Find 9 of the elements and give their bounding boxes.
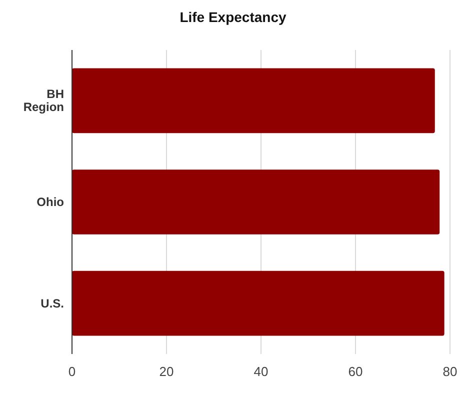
x-tick-label: 60 [348, 364, 363, 379]
x-tick-label: 40 [254, 364, 268, 379]
x-tick-label: 0 [68, 364, 76, 379]
chart-title: Life Expectancy [180, 9, 287, 25]
y-tick-label: Ohio [36, 195, 64, 209]
y-tick-label: BH Region [23, 87, 64, 114]
x-tick-label: 80 [442, 364, 458, 379]
x-tick-label: 20 [159, 364, 174, 379]
y-tick-label: U.S. [40, 296, 64, 310]
